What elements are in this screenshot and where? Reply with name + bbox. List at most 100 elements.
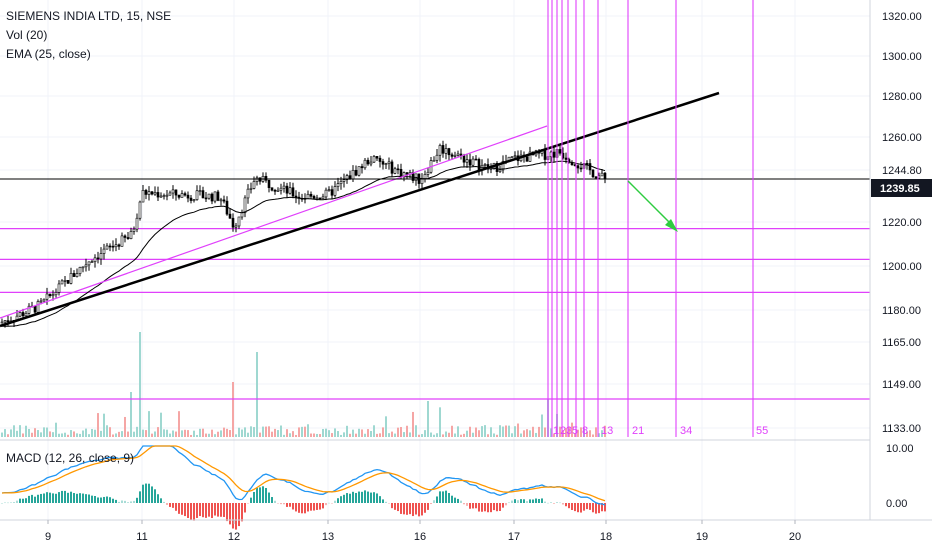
- macd-histogram-bar: [73, 493, 75, 503]
- volume-bar: [346, 425, 348, 437]
- macd-histogram-bar: [406, 503, 408, 515]
- price-axis-tick: 1244.80: [882, 165, 922, 177]
- macd-histogram-bar: [253, 491, 255, 503]
- candle-body: [33, 305, 37, 313]
- black-trend-line[interactable]: [0, 91, 720, 328]
- candle-body: [36, 301, 40, 313]
- legend-volume[interactable]: Vol (20): [6, 28, 47, 42]
- macd-histogram-bar: [7, 502, 9, 504]
- volume-bar: [523, 430, 525, 437]
- volume-bar: [532, 426, 534, 437]
- macd-histogram-bar: [400, 503, 402, 514]
- macd-histogram-bar: [76, 493, 78, 503]
- volume-bar: [61, 433, 63, 437]
- candle-body: [108, 245, 112, 248]
- volume-bar: [328, 430, 330, 437]
- volume-bar: [589, 430, 591, 437]
- macd-histogram-bar: [268, 492, 270, 503]
- volume-bar: [136, 426, 138, 437]
- current-price-text: 1239.85: [880, 183, 920, 195]
- macd-histogram-bar: [472, 503, 474, 509]
- volume-bar: [103, 413, 105, 437]
- volume-bar: [430, 432, 432, 437]
- volume-bar: [298, 427, 300, 437]
- candle-body: [0, 321, 4, 324]
- candle-body: [357, 166, 361, 176]
- candle-body: [345, 175, 349, 181]
- candle-body: [75, 273, 79, 277]
- macd-axis-tick: 0.00: [886, 498, 907, 510]
- macd-histogram-bar: [169, 503, 171, 507]
- candle-body: [372, 156, 376, 163]
- macd-histogram-bar: [436, 496, 438, 503]
- fib-zone-label: 34: [680, 425, 692, 437]
- macd-histogram-bar: [562, 503, 564, 505]
- macd-histogram-bar: [478, 503, 480, 512]
- candle-body: [105, 245, 109, 250]
- macd-histogram-bar: [394, 503, 396, 510]
- legend-ema[interactable]: EMA (25, close): [6, 47, 91, 61]
- volume-bar: [166, 429, 168, 437]
- legend-macd[interactable]: MACD (12, 26, close, 9): [6, 451, 134, 465]
- candle-body: [390, 161, 394, 174]
- macd-histogram-bar: [307, 503, 309, 512]
- candle-body: [471, 158, 475, 166]
- candle-body: [273, 189, 277, 192]
- candle-body: [306, 193, 310, 199]
- macd-histogram-bar: [604, 503, 606, 512]
- candle-body: [228, 213, 232, 219]
- volume-bar: [388, 433, 390, 437]
- candle-body: [201, 190, 205, 199]
- magenta-channel-line[interactable]: [0, 125, 548, 319]
- candle-body: [180, 193, 184, 198]
- volume-bar: [277, 430, 279, 437]
- volume-bar: [415, 425, 417, 437]
- candle-body: [495, 163, 499, 172]
- macd-histogram-bar: [322, 503, 324, 509]
- volume-bar: [34, 428, 36, 437]
- macd-histogram-bar: [325, 503, 327, 506]
- macd-histogram-bar: [418, 503, 420, 517]
- candle-body: [309, 193, 313, 197]
- volume-bar: [43, 427, 45, 437]
- volume-bar: [307, 424, 309, 437]
- macd-histogram-bar: [145, 483, 147, 503]
- volume-bar: [310, 433, 312, 437]
- macd-histogram-bar: [91, 495, 93, 503]
- macd-histogram-bar: [439, 491, 441, 503]
- chart-title[interactable]: SIEMENS INDIA LTD, 15, NSE: [6, 9, 171, 23]
- candle-body: [195, 190, 199, 200]
- fib-time-zones[interactable]: 1 2 3 5 8 13 21 34 55: [547, 0, 768, 437]
- volume-bar: [49, 431, 51, 437]
- macd-histogram-bar: [187, 503, 189, 518]
- price-axis-bg: [870, 0, 932, 520]
- macd-histogram-bar: [193, 503, 195, 521]
- candle-body: [468, 159, 472, 166]
- candle-body: [39, 300, 43, 303]
- volume-bar: [439, 407, 441, 437]
- candle-body: [81, 266, 85, 269]
- volume-bar: [31, 432, 33, 437]
- macd-histogram-bar: [97, 497, 99, 503]
- candle-body: [384, 163, 388, 165]
- projection-arrow[interactable]: [627, 180, 678, 232]
- macd-histogram-bar: [514, 499, 516, 503]
- macd-histogram-bar: [283, 503, 285, 505]
- macd-histogram-bar: [595, 503, 597, 514]
- time-axis-tick: 11: [136, 531, 147, 543]
- price-axis-tick: 1133.00: [882, 423, 921, 435]
- candle-body: [96, 257, 100, 260]
- candle-body: [27, 305, 31, 314]
- volume-bar: [553, 433, 555, 437]
- macd-histogram-bar: [391, 503, 393, 509]
- candle-body: [159, 195, 163, 198]
- candle-body: [189, 197, 193, 201]
- volume-bar: [433, 434, 435, 437]
- price-axis[interactable]: 1320.00 1300.00 1280.00 1260.00 1244.80 1220.…: [882, 11, 922, 435]
- time-axis[interactable]: 9 11 12 13 16 17 18 19 20: [45, 520, 801, 543]
- candle-body: [114, 244, 118, 248]
- macd-histogram-bar: [445, 490, 447, 503]
- macd-histogram-bar: [259, 487, 261, 503]
- macd-axis[interactable]: 10.00 0.00: [886, 443, 914, 510]
